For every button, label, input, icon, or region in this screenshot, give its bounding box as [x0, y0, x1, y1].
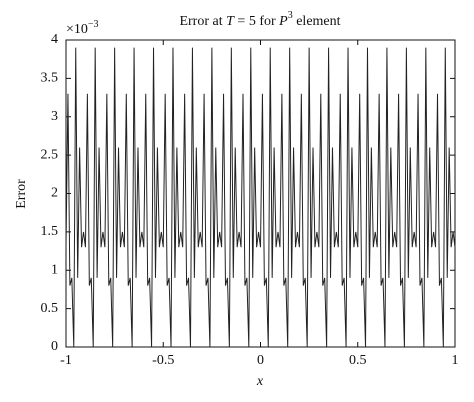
- title-part: = 5 for: [234, 14, 279, 29]
- y-tick-label: 0: [51, 339, 58, 354]
- y-tick-label: 1.5: [41, 224, 59, 239]
- multiplier-exponent: −3: [88, 19, 99, 30]
- data-line: [65, 47, 456, 348]
- x-axis-label: x: [256, 374, 264, 389]
- y-tick-label: 2: [51, 186, 58, 201]
- y-tick-label: 4: [51, 32, 58, 47]
- plot-frame: [65, 39, 456, 348]
- y-axis-label: Error: [14, 179, 29, 209]
- title-part: Error at: [179, 14, 226, 29]
- x-tick-label: 1: [452, 353, 459, 368]
- title-part: P: [278, 14, 288, 29]
- y-tick-label: 0.5: [41, 301, 59, 316]
- x-tick-label: 0: [257, 353, 264, 368]
- y-tick-label: 3.5: [41, 71, 59, 86]
- y-tick-label: 1: [51, 262, 58, 277]
- y-multiplier: ×10−3: [66, 19, 99, 37]
- x-tick-label: -0.5: [152, 353, 174, 368]
- x-tick-label: 0.5: [349, 353, 367, 368]
- title-part: T: [226, 14, 235, 29]
- y-tick-label: 3: [51, 109, 58, 124]
- x-tick-label: -1: [60, 353, 72, 368]
- multiplier-base: ×10: [66, 22, 88, 37]
- title-part: element: [293, 14, 341, 29]
- chart-title: Error at T = 5 for P3 element: [179, 10, 340, 29]
- y-tick-label: 2.5: [41, 147, 59, 162]
- title-part: 3: [288, 10, 293, 21]
